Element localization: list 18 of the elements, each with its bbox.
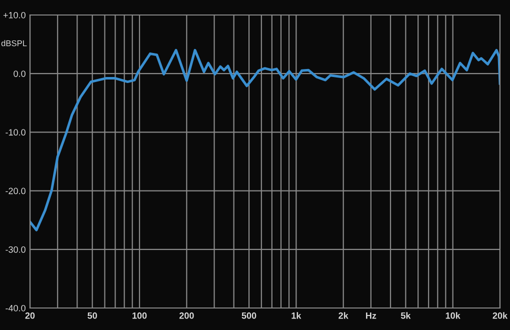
- y-axis-title: dBSPL: [1, 40, 27, 46]
- y-tick-label: 0.0: [14, 70, 26, 77]
- y-tick-label: -10.0: [6, 129, 26, 136]
- x-tick-label: 100: [132, 312, 147, 319]
- x-tick-label: 50: [88, 312, 97, 319]
- y-tick-label: +10.0: [3, 12, 26, 18]
- y-tick-label: -20.0: [6, 188, 26, 194]
- y-tick-label: -40.0: [6, 304, 26, 312]
- x-tick-label: 5k: [400, 312, 411, 319]
- x-tick-label: 1k: [292, 312, 302, 319]
- x-tick-label: Hz: [366, 312, 376, 319]
- x-tick-label: 20k: [492, 312, 508, 319]
- y-tick-label: -30.0: [6, 246, 26, 253]
- x-tick-label: 10k: [446, 312, 460, 319]
- x-tick-label: 20: [25, 312, 35, 319]
- x-tick-label: 200: [179, 312, 194, 319]
- x-tick-label: 500: [242, 312, 256, 319]
- x-tick-label: 2k: [338, 312, 348, 319]
